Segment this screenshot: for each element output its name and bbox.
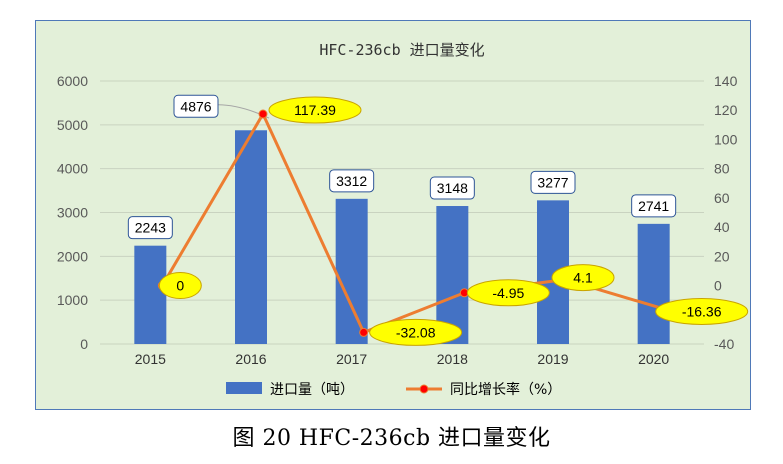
bar-data-label: 3277 xyxy=(537,174,568,190)
y-right-tick-label: 60 xyxy=(714,190,730,206)
y-right-tick-label: 80 xyxy=(714,161,730,177)
x-tick-label: 2016 xyxy=(235,351,266,367)
line-data-label: -32.08 xyxy=(396,324,436,340)
bar xyxy=(134,245,167,344)
chart-frame: HFC-236cb 进口量变化 0 1000 2000 3000 4000 5000 6000… xyxy=(35,20,751,410)
bar-data-label: 2741 xyxy=(638,198,669,214)
y-right-tick-label: 120 xyxy=(714,102,738,118)
line-label-ellipse xyxy=(551,264,615,292)
line-data-label: 117.39 xyxy=(294,102,336,118)
line-label-ellipse xyxy=(158,272,202,300)
bar-label-box xyxy=(329,169,375,193)
y-right-tick-label: 40 xyxy=(714,219,730,235)
y-right-tick-label: 140 xyxy=(714,73,738,89)
bar-label-box xyxy=(429,176,475,200)
chart-svg: HFC-236cb 进口量变化0100020003000400050006000… xyxy=(57,41,749,398)
bar xyxy=(637,223,670,344)
x-tick-label: 2017 xyxy=(336,351,367,367)
line-data-label: -16.36 xyxy=(682,303,722,319)
x-tick-label: 2015 xyxy=(135,351,166,367)
x-tick-label: 2019 xyxy=(537,351,568,367)
chart-title: HFC-236cb 进口量变化 xyxy=(319,41,484,59)
bar-label-box xyxy=(530,170,576,194)
line-label-ellipse xyxy=(466,279,550,307)
bar-data-label: 3312 xyxy=(336,173,367,189)
y-left-tick-label: 0 xyxy=(80,336,88,352)
y-left-tick-label: 4000 xyxy=(57,161,88,177)
legend-label-bar: 进口量（吨） xyxy=(270,382,354,398)
line-label-ellipse xyxy=(268,96,362,124)
y-left-tick-label: 1000 xyxy=(57,292,88,308)
bar-label-box xyxy=(631,194,677,218)
y-left-tick-label: 5000 xyxy=(57,117,88,133)
figure-caption: 图 20 HFC-236cb 进口量变化 xyxy=(232,426,551,451)
line-point xyxy=(258,109,268,119)
y-right-tick-label: 20 xyxy=(714,248,730,264)
bar-data-label: 3148 xyxy=(437,180,468,196)
line-data-label: -4.95 xyxy=(492,285,524,301)
line-label-ellipse xyxy=(655,297,749,325)
bar-data-label: 2243 xyxy=(135,220,166,236)
y-left-tick-label: 2000 xyxy=(57,248,88,264)
bar xyxy=(335,198,368,344)
y-right-tick-label: -40 xyxy=(714,336,734,352)
line-data-label: 0 xyxy=(176,278,184,294)
y-left-tick-label: 6000 xyxy=(57,73,88,89)
y-left-tick-label: 3000 xyxy=(57,205,88,221)
legend-label-line: 同比增长率（%） xyxy=(450,381,561,398)
legend-swatch-marker xyxy=(419,384,429,394)
bar-data-label: 4876 xyxy=(180,98,211,114)
x-tick-label: 2020 xyxy=(638,351,669,367)
line-label-ellipse xyxy=(369,318,463,346)
y-right-tick-label: 0 xyxy=(714,278,722,294)
x-tick-label: 2018 xyxy=(437,351,468,367)
bar-label-box xyxy=(127,216,173,240)
bar xyxy=(436,206,469,344)
y-right-tick-label: 100 xyxy=(714,131,738,147)
bar xyxy=(235,130,267,344)
legend-swatch-bar xyxy=(226,382,262,394)
line-point xyxy=(359,327,369,337)
line-data-label: 4.1 xyxy=(573,270,593,286)
bar-label-box xyxy=(173,94,219,118)
